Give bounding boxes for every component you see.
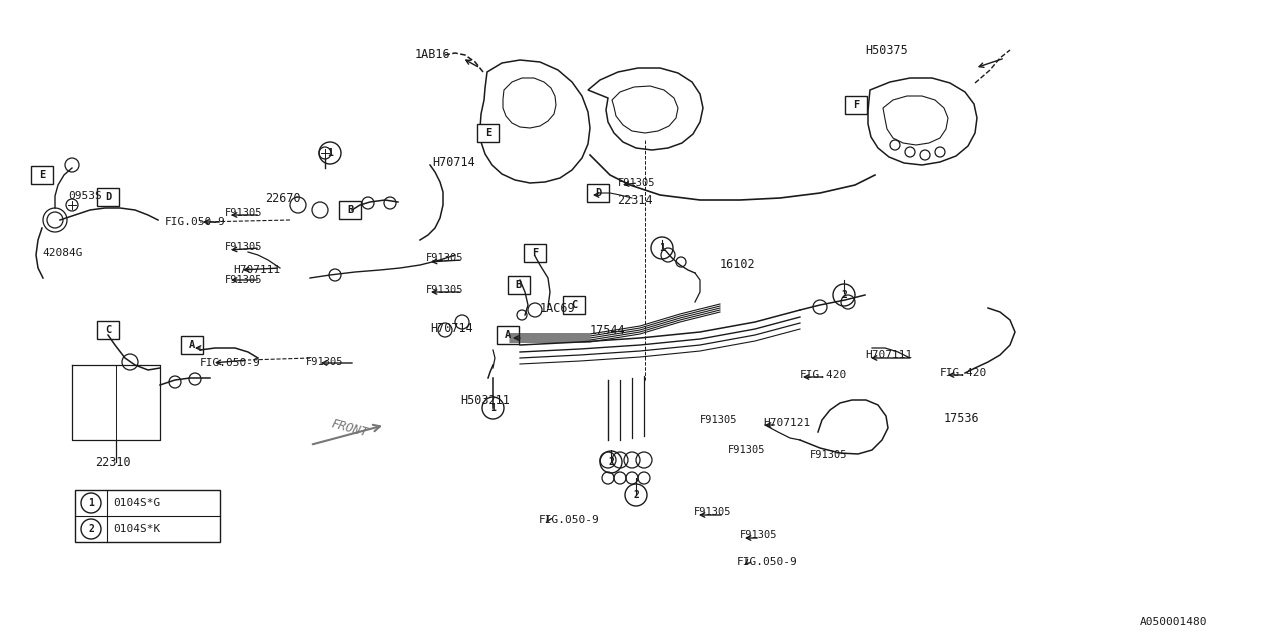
Text: FIG.420: FIG.420: [940, 368, 987, 378]
Text: 1AC69: 1AC69: [540, 301, 576, 314]
Text: FRONT: FRONT: [330, 418, 370, 440]
Bar: [845, 96, 867, 114]
Bar: [97, 188, 119, 206]
Bar: [508, 276, 530, 294]
Text: 2: 2: [88, 524, 93, 534]
Bar: [339, 201, 361, 219]
Text: H707111: H707111: [865, 350, 913, 360]
Text: B: B: [516, 280, 522, 290]
Text: 0953S: 0953S: [68, 191, 101, 201]
Text: C: C: [571, 300, 577, 310]
Text: H707111: H707111: [233, 265, 280, 275]
Text: 22670: 22670: [265, 191, 301, 205]
Text: F91305: F91305: [618, 178, 655, 188]
Text: B: B: [347, 205, 353, 215]
Text: F91305: F91305: [225, 242, 262, 252]
Bar: [563, 296, 585, 314]
Text: F91305: F91305: [810, 450, 847, 460]
Text: F91305: F91305: [700, 415, 737, 425]
Text: C: C: [105, 325, 111, 335]
Text: FIG.420: FIG.420: [800, 370, 847, 380]
Text: F91305: F91305: [728, 445, 765, 455]
Bar: [31, 166, 52, 184]
Text: 2: 2: [634, 490, 639, 500]
Text: E: E: [38, 170, 45, 180]
Text: A: A: [189, 340, 195, 350]
Text: 22310: 22310: [95, 456, 131, 468]
Text: 1: 1: [88, 498, 93, 508]
Bar: [524, 244, 547, 262]
Text: 2: 2: [841, 290, 847, 300]
Text: 16102: 16102: [719, 259, 755, 271]
Text: H707121: H707121: [763, 418, 810, 428]
Bar: [97, 321, 119, 339]
Bar: [588, 184, 609, 202]
Text: D: D: [595, 188, 602, 198]
Text: 17536: 17536: [945, 412, 979, 424]
Text: F: F: [852, 100, 859, 110]
Bar: [497, 326, 518, 344]
Text: H70714: H70714: [430, 321, 472, 335]
Text: 42084G: 42084G: [42, 248, 82, 258]
Text: FIG.050-9: FIG.050-9: [539, 515, 600, 525]
Text: F91305: F91305: [694, 507, 731, 517]
Text: H503211: H503211: [460, 394, 509, 406]
Text: F91305: F91305: [306, 357, 343, 367]
Text: A: A: [504, 330, 511, 340]
Text: 1: 1: [490, 403, 495, 413]
Bar: [180, 336, 204, 354]
Text: F91305: F91305: [225, 208, 262, 218]
Text: 22314: 22314: [617, 193, 653, 207]
Text: 2: 2: [608, 457, 614, 467]
Text: F91305: F91305: [225, 275, 262, 285]
Text: D: D: [105, 192, 111, 202]
Text: 0104S*K: 0104S*K: [113, 524, 160, 534]
Text: F: F: [532, 248, 538, 258]
Text: E: E: [485, 128, 492, 138]
Text: FIG.050-9: FIG.050-9: [165, 217, 225, 227]
Text: F91305: F91305: [426, 253, 463, 263]
Text: 1: 1: [328, 148, 333, 158]
Bar: [477, 124, 499, 142]
Text: H50375: H50375: [865, 44, 908, 56]
Text: F91305: F91305: [740, 530, 777, 540]
Text: F91305: F91305: [426, 285, 463, 295]
Text: 0104S*G: 0104S*G: [113, 498, 160, 508]
Text: 1: 1: [659, 243, 664, 253]
Text: FIG.050-9: FIG.050-9: [737, 557, 797, 567]
Text: A050001480: A050001480: [1140, 617, 1207, 627]
Bar: [76, 490, 220, 542]
Text: 17544: 17544: [590, 323, 626, 337]
Text: H70714: H70714: [433, 156, 475, 168]
Text: 1AB16: 1AB16: [415, 49, 451, 61]
Text: FIG.050-9: FIG.050-9: [200, 358, 261, 368]
